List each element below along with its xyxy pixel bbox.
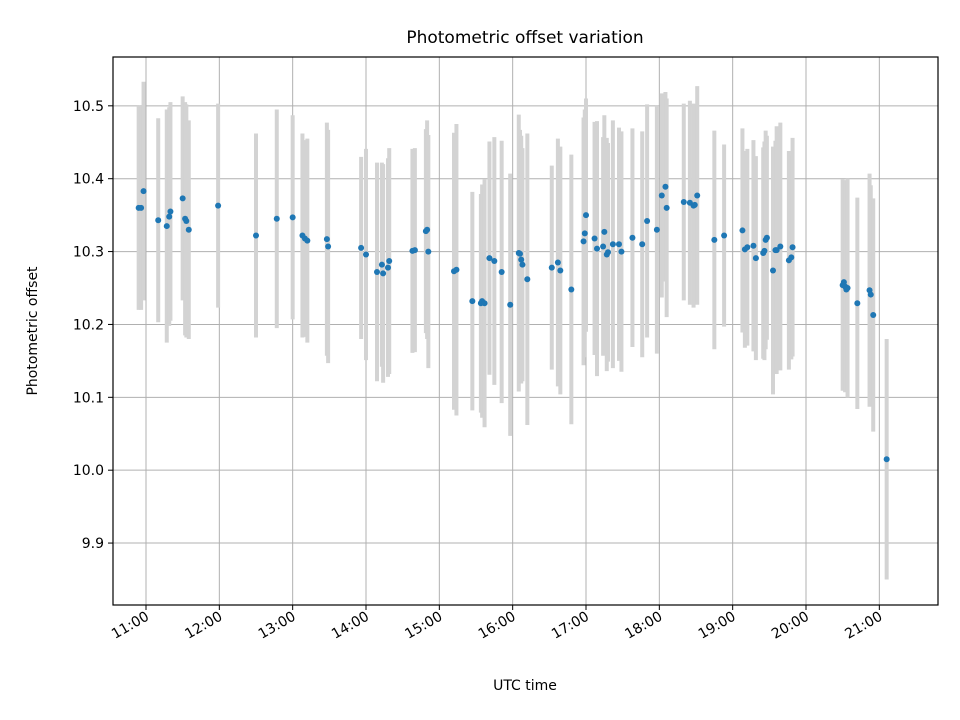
y-tick-label: 10.2: [73, 317, 104, 333]
data-point: [694, 192, 701, 199]
y-tick-label: 10.0: [73, 463, 104, 479]
data-point: [138, 204, 145, 211]
data-point: [583, 212, 589, 219]
data-point: [600, 243, 607, 250]
data-point: [789, 244, 796, 251]
data-point: [411, 247, 418, 254]
data-point: [385, 264, 391, 271]
data-point: [601, 228, 608, 235]
data-point: [519, 261, 526, 268]
data-point: [380, 270, 387, 277]
y-tick-label: 10.5: [73, 99, 104, 115]
data-point: [386, 258, 393, 265]
y-axis-ticks: 9.9 10.0 10.1 10.2 10.3 10.4 10.5: [73, 99, 113, 552]
data-point: [711, 236, 718, 243]
data-point: [166, 213, 173, 220]
data-point: [304, 237, 311, 244]
data-point: [215, 202, 222, 209]
data-point: [653, 226, 660, 233]
data-point: [591, 235, 598, 242]
data-point: [680, 199, 687, 206]
data-point: [867, 291, 874, 298]
data-point: [498, 268, 505, 275]
data-point: [580, 238, 587, 245]
data-point: [557, 267, 564, 274]
data-point: [691, 201, 698, 208]
data-point: [517, 250, 523, 257]
data-point: [491, 258, 498, 265]
data-point: [554, 259, 561, 266]
y-tick-label: 9.9: [82, 536, 104, 552]
y-tick-label: 10.1: [73, 390, 104, 406]
data-point: [739, 227, 746, 234]
data-point: [663, 204, 670, 211]
chart-title: Photometric offset variation: [406, 28, 643, 48]
data-point: [163, 223, 170, 230]
data-point: [518, 256, 525, 263]
data-point: [773, 247, 780, 254]
x-axis-label: UTC time: [493, 678, 557, 694]
data-point: [486, 255, 493, 262]
data-point: [854, 300, 861, 307]
data-point: [179, 195, 186, 202]
data-points: [135, 183, 890, 463]
data-point: [273, 215, 280, 222]
data-point: [761, 247, 768, 254]
data-point: [744, 244, 751, 251]
data-point: [253, 232, 259, 239]
data-point: [453, 266, 460, 273]
data-point: [424, 226, 431, 233]
data-point: [358, 244, 365, 251]
data-point: [469, 298, 476, 305]
data-point: [323, 236, 330, 243]
data-point: [581, 230, 588, 237]
data-point: [325, 243, 332, 250]
data-point: [750, 242, 757, 249]
data-point: [609, 241, 616, 248]
data-point: [185, 226, 192, 233]
data-point: [183, 217, 190, 224]
data-point: [140, 188, 147, 195]
data-point: [844, 285, 851, 292]
data-point: [870, 311, 877, 318]
data-point: [289, 214, 296, 221]
data-point: [605, 249, 611, 256]
data-point: [167, 208, 174, 215]
data-point: [770, 267, 776, 274]
data-point: [639, 241, 646, 248]
data-point: [763, 234, 770, 241]
data-point: [883, 456, 890, 463]
data-point: [618, 248, 625, 255]
data-point: [378, 261, 385, 268]
data-point: [507, 301, 514, 308]
data-point: [524, 276, 531, 283]
data-point: [658, 192, 665, 199]
data-point: [721, 232, 728, 239]
data-point: [662, 183, 669, 190]
data-point: [616, 241, 622, 248]
data-point: [548, 264, 555, 271]
data-point: [644, 217, 651, 224]
data-point: [363, 251, 369, 258]
plot-frame: [112, 56, 939, 606]
data-point: [374, 268, 380, 275]
data-point: [788, 254, 795, 261]
data-point: [629, 234, 636, 241]
y-tick-label: 10.3: [73, 245, 104, 261]
y-tick-label: 10.4: [73, 172, 104, 188]
data-point: [155, 217, 162, 224]
data-point: [752, 255, 759, 262]
data-point: [481, 300, 488, 307]
data-point: [425, 248, 432, 255]
data-point: [594, 245, 600, 252]
y-axis-label: Photometric offset: [25, 266, 41, 396]
data-point: [777, 243, 784, 250]
data-point: [568, 286, 575, 293]
